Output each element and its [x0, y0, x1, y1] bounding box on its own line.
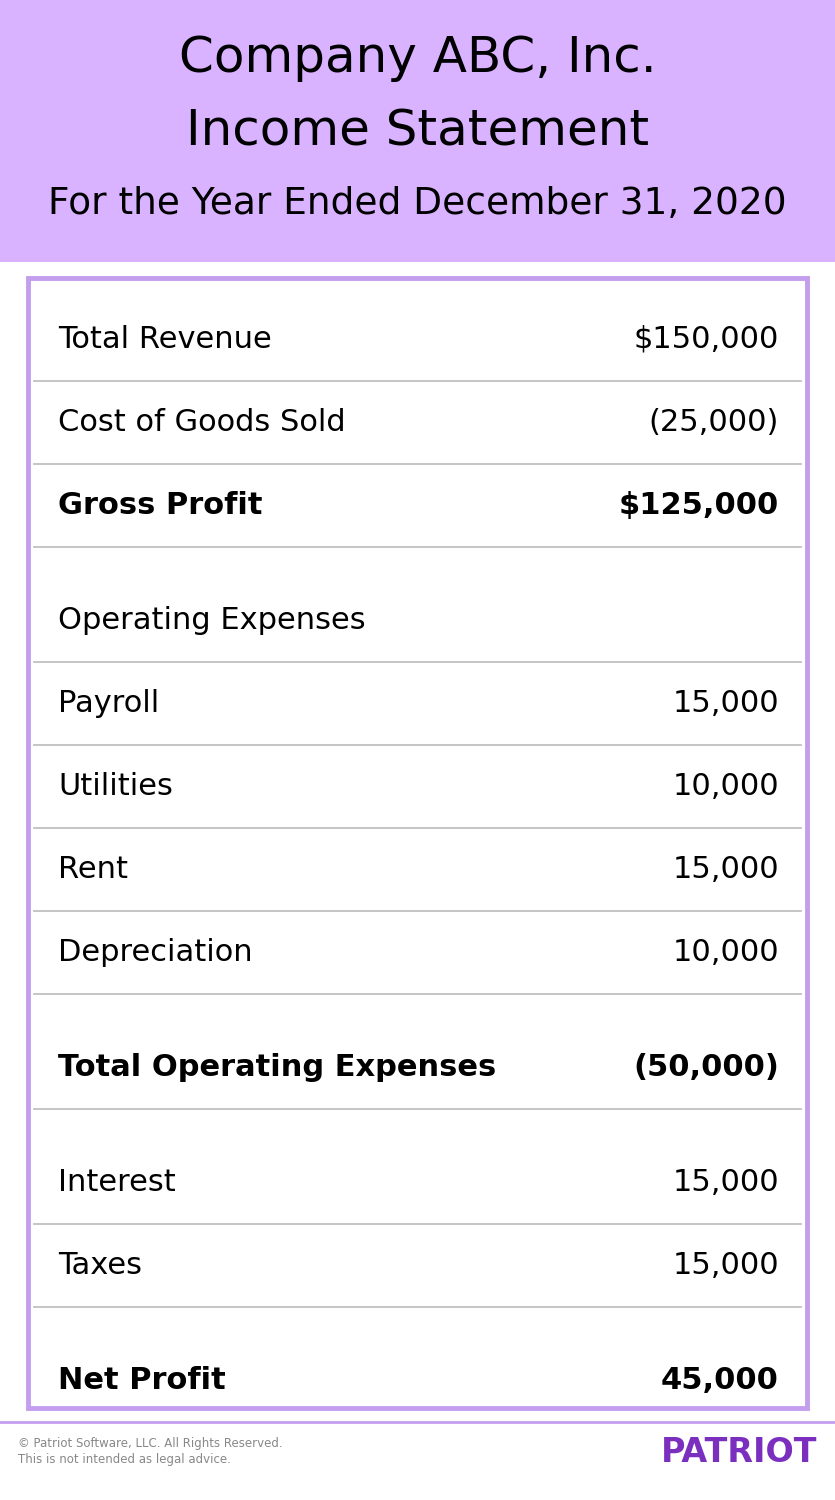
Text: 10,000: 10,000: [672, 938, 779, 968]
Text: Total Operating Expenses: Total Operating Expenses: [58, 1053, 496, 1082]
Text: PATRIOT: PATRIOT: [660, 1436, 817, 1468]
Text: 15,000: 15,000: [672, 855, 779, 883]
Text: Net Profit: Net Profit: [58, 1366, 225, 1395]
Text: $125,000: $125,000: [619, 490, 779, 520]
Text: Depreciation: Depreciation: [58, 938, 253, 968]
Text: Taxes: Taxes: [58, 1251, 142, 1280]
Text: $150,000: $150,000: [634, 326, 779, 354]
Text: 15,000: 15,000: [672, 688, 779, 718]
Text: 15,000: 15,000: [672, 1251, 779, 1280]
Text: 10,000: 10,000: [672, 772, 779, 801]
Text: Rent: Rent: [58, 855, 128, 883]
Text: 15,000: 15,000: [672, 1168, 779, 1197]
Text: © Patriot Software, LLC. All Rights Reserved.: © Patriot Software, LLC. All Rights Rese…: [18, 1437, 282, 1450]
Text: Cost of Goods Sold: Cost of Goods Sold: [58, 408, 346, 436]
Text: Utilities: Utilities: [58, 772, 173, 801]
Text: (50,000): (50,000): [633, 1053, 779, 1082]
Text: For the Year Ended December 31, 2020: For the Year Ended December 31, 2020: [48, 186, 787, 222]
Text: Income Statement: Income Statement: [186, 106, 649, 154]
Text: Operating Expenses: Operating Expenses: [58, 606, 366, 634]
Text: Gross Profit: Gross Profit: [58, 490, 262, 520]
Bar: [28, 278, 807, 1408]
Text: Payroll: Payroll: [58, 688, 159, 718]
Text: Total Revenue: Total Revenue: [58, 326, 271, 354]
Text: (25,000): (25,000): [649, 408, 779, 436]
Text: Company ABC, Inc.: Company ABC, Inc.: [179, 33, 656, 81]
Bar: [0, 0, 835, 262]
Text: This is not intended as legal advice.: This is not intended as legal advice.: [18, 1454, 230, 1467]
Text: Interest: Interest: [58, 1168, 175, 1197]
Text: 45,000: 45,000: [661, 1366, 779, 1395]
